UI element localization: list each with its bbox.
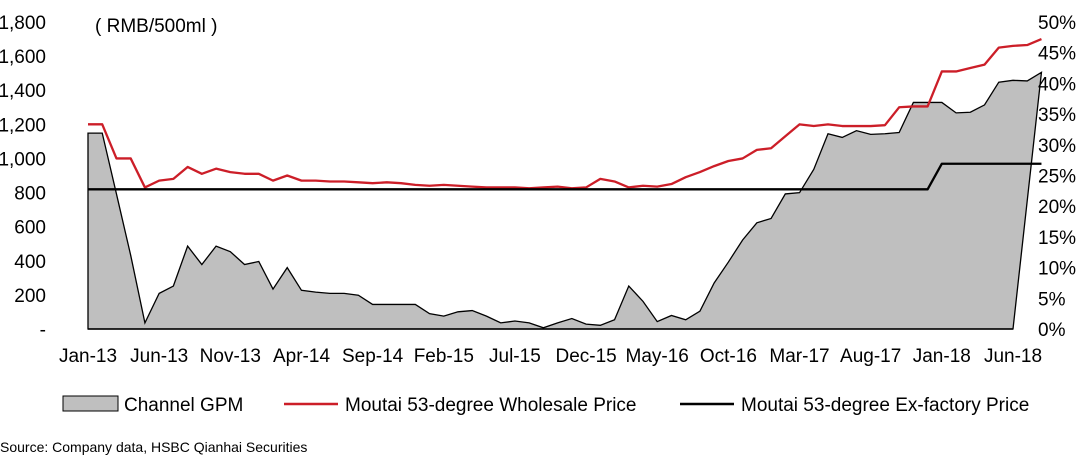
left-y-tick-label: 1,400 — [0, 81, 46, 102]
x-axis-ticks: Jan-13 Jun-13 Nov-13 Apr-14 Sep-14 Feb-15 Jul-… — [59, 346, 1042, 367]
right-y-tick-label: 45% — [1038, 44, 1076, 65]
right-y-axis-ticks: 0% 5% 10% 15% 20% 25% 30% 35% 40% 45% 50% — [1038, 13, 1076, 341]
x-tick-label: Aug-17 — [840, 346, 901, 367]
unit-label: ( RMB/500ml ) — [95, 16, 217, 37]
x-tick-label: Mar-17 — [769, 346, 829, 367]
right-y-tick-label: 15% — [1038, 228, 1076, 249]
left-y-tick-label: - — [40, 320, 46, 341]
right-y-tick-label: 20% — [1038, 197, 1076, 218]
right-y-tick-label: 10% — [1038, 259, 1076, 280]
right-y-tick-label: 5% — [1038, 289, 1066, 310]
left-y-tick-label: 1,000 — [0, 149, 46, 170]
legend-label-channel-gpm: Channel GPM — [124, 395, 243, 416]
right-y-tick-label: 50% — [1038, 13, 1076, 34]
legend-swatch-channel-gpm — [62, 395, 119, 412]
left-y-tick-label: 200 — [14, 286, 46, 307]
right-y-tick-label: 25% — [1038, 167, 1076, 188]
right-y-tick-label: 40% — [1038, 74, 1076, 95]
x-tick-label: Sep-14 — [342, 346, 404, 367]
x-tick-label: Dec-15 — [555, 346, 616, 367]
series-wholesale-price-line — [88, 37, 1042, 190]
legend: Channel GPM Moutai 53-degree Wholesale P… — [62, 395, 1029, 416]
x-tick-label: Apr-14 — [273, 346, 330, 367]
left-y-axis-ticks: - 200 400 600 800 1,000 1,200 1,400 1,600 1,800 — [0, 13, 46, 341]
x-tick-label: Jun-18 — [984, 346, 1042, 367]
right-y-tick-label: 35% — [1038, 105, 1076, 126]
series-ex-factory-price-line — [88, 162, 1042, 191]
source-note: Source: Company data, HSBC Qianhai Secur… — [0, 439, 307, 455]
x-tick-label: Nov-13 — [200, 346, 261, 367]
right-y-tick-label: 30% — [1038, 136, 1076, 157]
legend-label-wholesale-price: Moutai 53-degree Wholesale Price — [345, 395, 637, 416]
legend-label-ex-factory-price: Moutai 53-degree Ex-factory Price — [741, 395, 1029, 416]
x-tick-label: Jan-18 — [913, 346, 971, 367]
price-lines-layer — [88, 37, 1042, 191]
right-y-tick-label: 0% — [1038, 320, 1066, 341]
channel-gpm-area-layer — [87, 71, 1043, 330]
series-channel-gpm-area — [87, 71, 1043, 330]
x-tick-label: May-16 — [626, 346, 689, 367]
x-tick-label: Jan-13 — [59, 346, 117, 367]
left-y-tick-label: 400 — [14, 252, 46, 273]
left-y-tick-label: 1,800 — [0, 13, 46, 34]
x-tick-label: Oct-16 — [700, 346, 757, 367]
left-y-tick-label: 600 — [14, 218, 46, 239]
left-y-tick-label: 1,200 — [0, 115, 46, 136]
x-tick-label: Jul-15 — [489, 346, 541, 367]
x-tick-label: Feb-15 — [414, 346, 474, 367]
x-tick-label: Jun-13 — [130, 346, 188, 367]
left-y-tick-label: 800 — [14, 184, 46, 205]
left-y-tick-label: 1,600 — [0, 47, 46, 68]
